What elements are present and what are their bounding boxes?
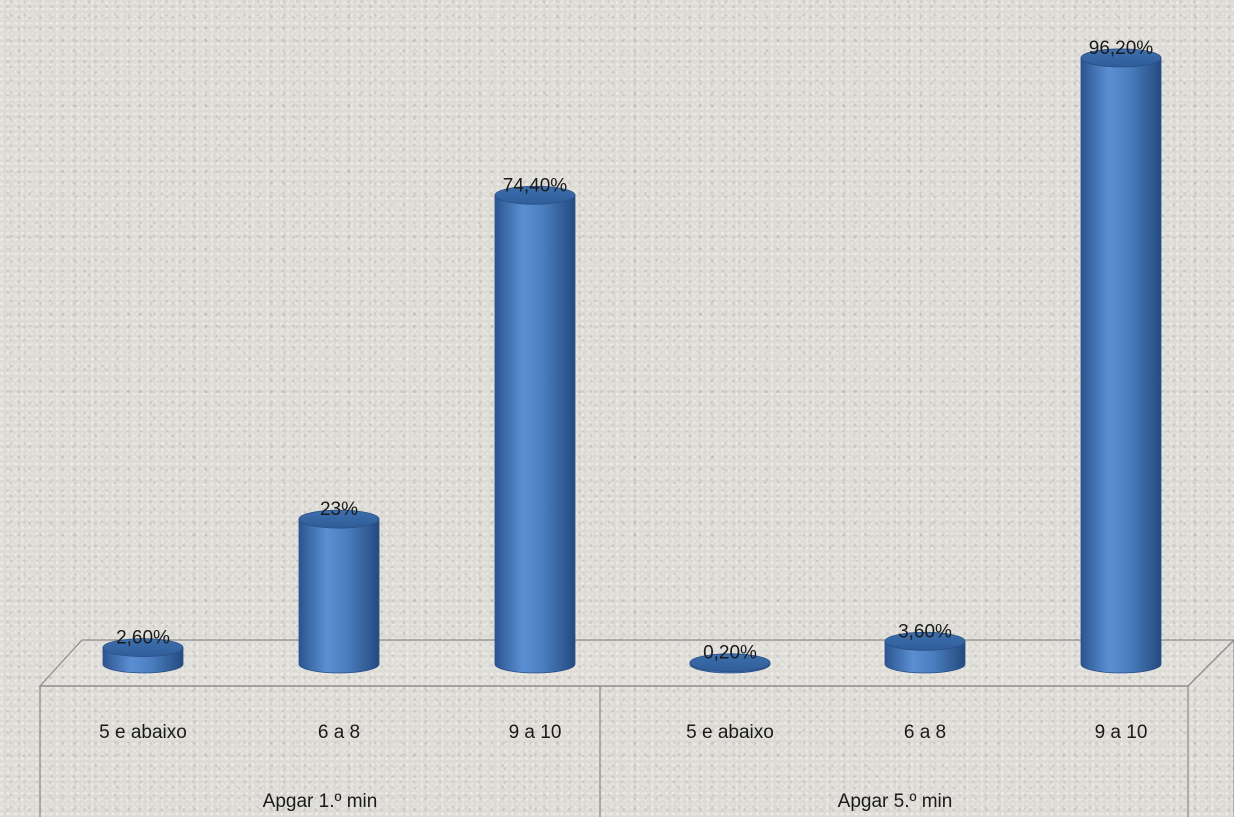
category-label: 5 e abaixo (99, 722, 187, 743)
group-label: Apgar 1.º min (263, 791, 378, 812)
bar (102, 638, 184, 674)
group-label: Apgar 5.º min (838, 791, 953, 812)
bar (298, 509, 380, 674)
bar-body (1080, 57, 1162, 674)
category-label: 9 a 10 (509, 722, 562, 743)
floor-right-edge (1187, 639, 1234, 687)
bar (494, 185, 576, 674)
bar-top (689, 653, 771, 673)
chart-floor (38, 639, 1234, 687)
bar-top (884, 631, 966, 651)
bar (884, 631, 966, 674)
data-label: 96,20% (1089, 38, 1154, 59)
bar-body (298, 518, 380, 674)
data-label: 2,60% (116, 628, 170, 649)
category-label: 9 a 10 (1095, 722, 1148, 743)
data-label: 3,60% (898, 621, 952, 642)
category-label: 5 e abaixo (686, 722, 774, 743)
category-label: 6 a 8 (904, 722, 946, 743)
bar (1080, 48, 1162, 674)
bar-top (494, 185, 576, 205)
data-label: 0,20% (703, 643, 757, 664)
bars-layer (102, 48, 1162, 674)
bar-body (494, 194, 576, 674)
bar-top (1080, 48, 1162, 68)
bar (689, 653, 771, 674)
category-label: 6 a 8 (318, 722, 360, 743)
data-label: 23% (320, 499, 358, 520)
axis-table (39, 685, 1189, 817)
bar-top (102, 638, 184, 658)
data-label: 74,40% (503, 175, 568, 196)
bar-top (298, 509, 380, 529)
labels-layer: 2,60% 5 e abaixo 23% 6 a 8 74,40% 9 a 10 Apgar… (99, 38, 1153, 812)
